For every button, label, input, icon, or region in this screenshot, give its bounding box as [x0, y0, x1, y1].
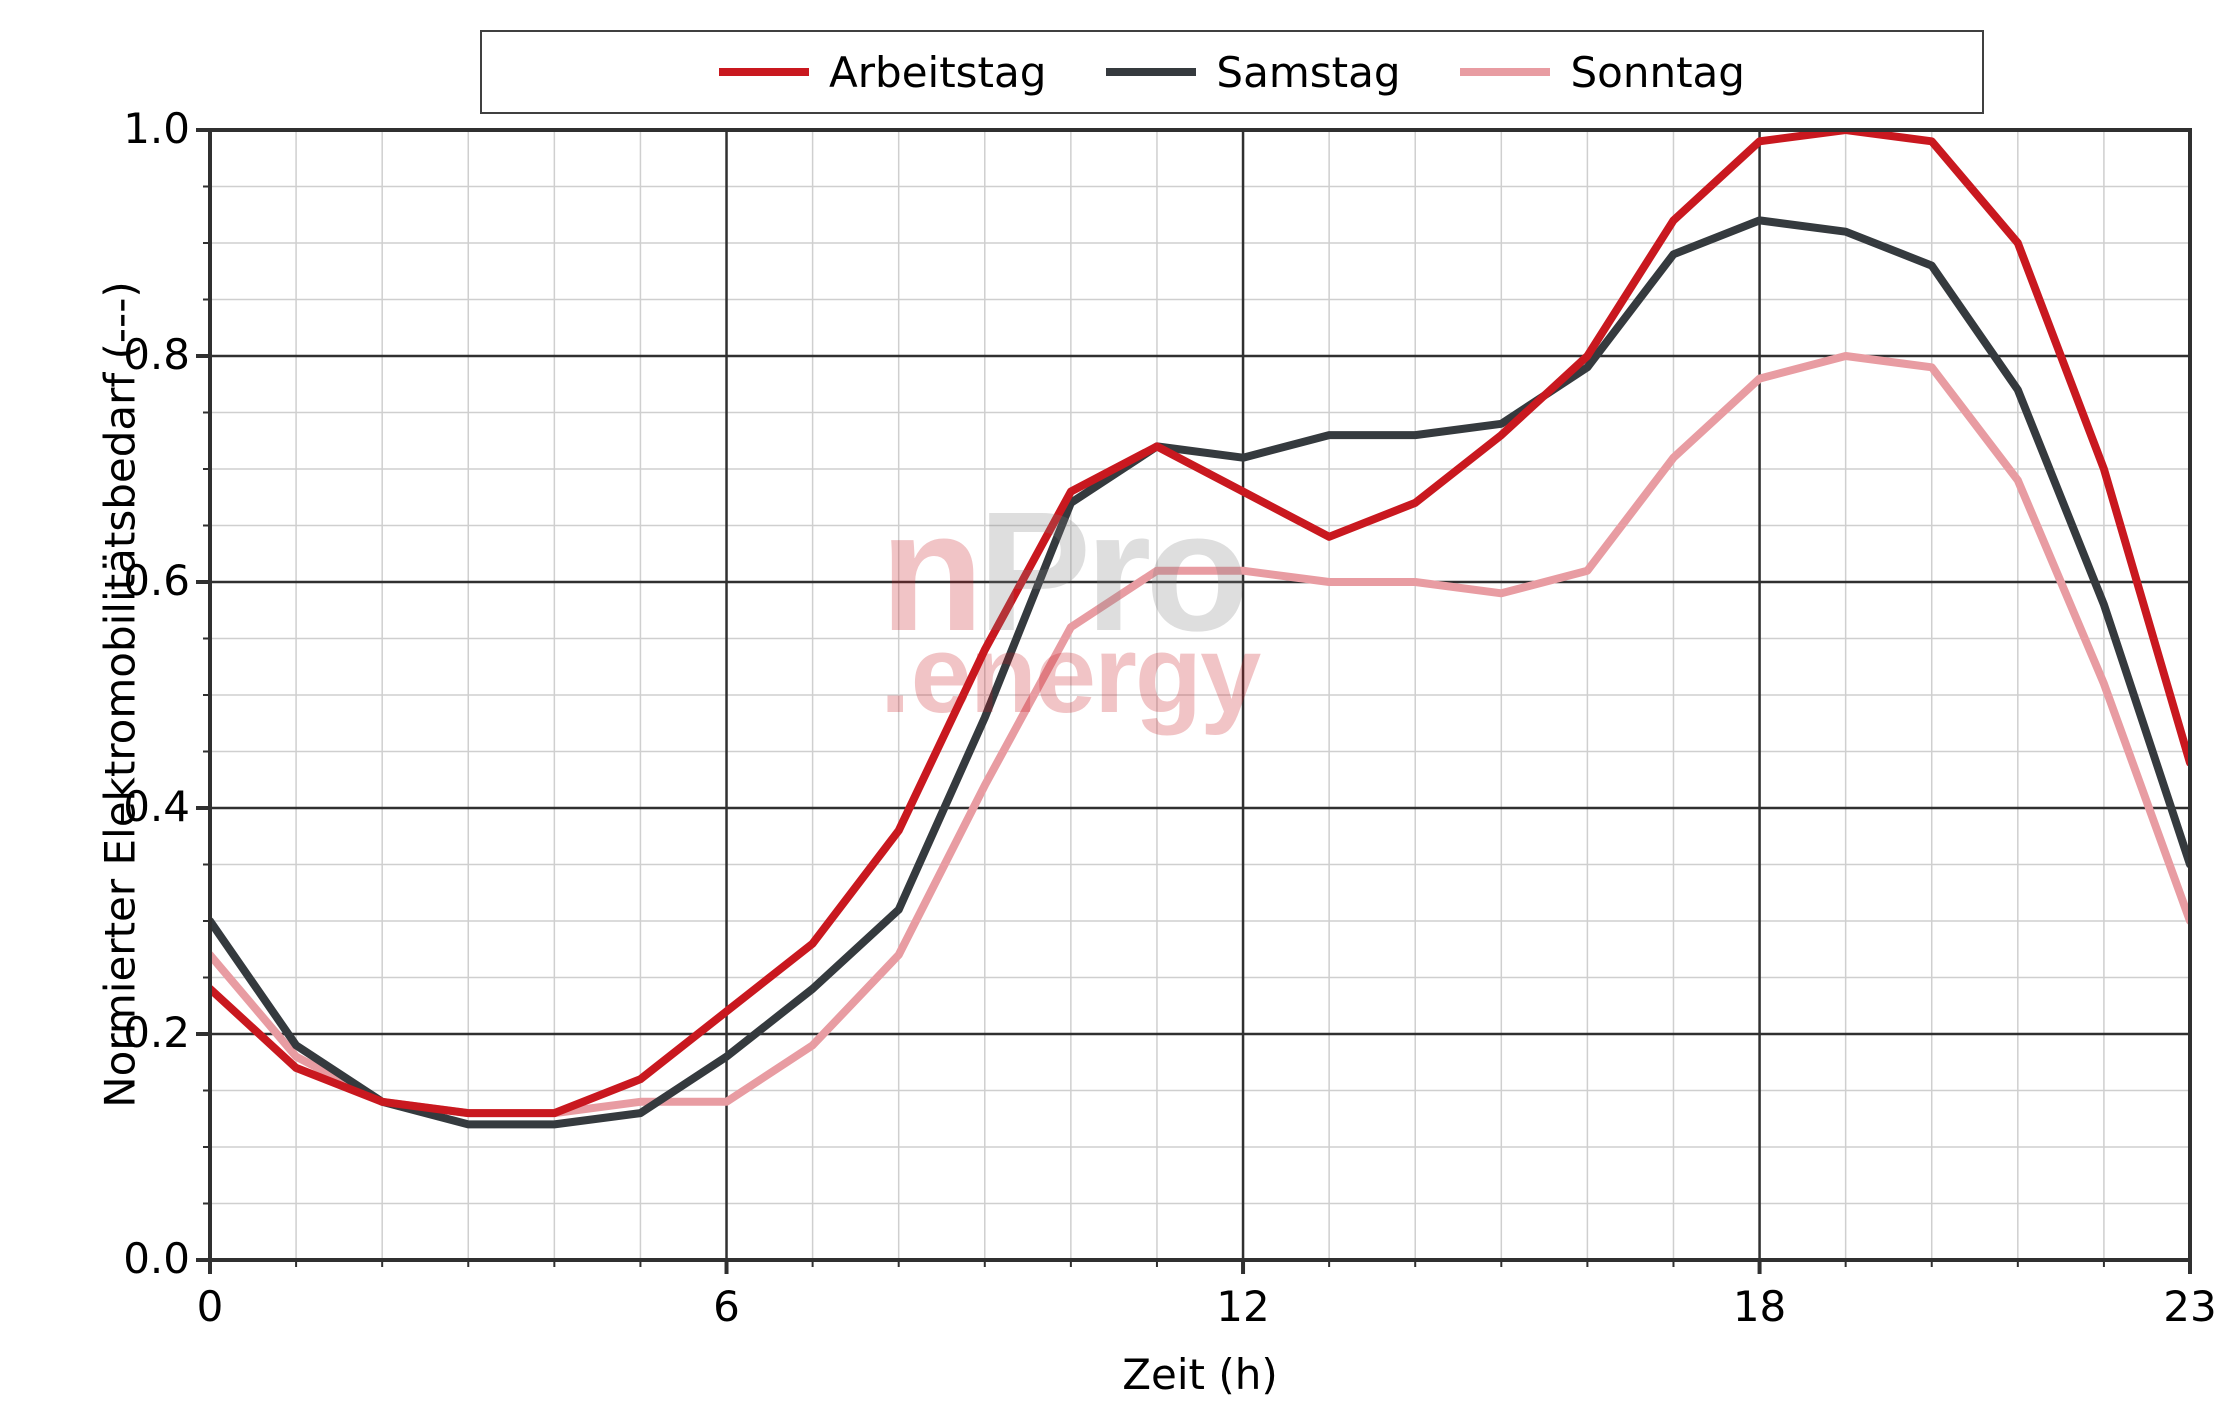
- plot-area: [0, 0, 2215, 1424]
- legend-swatch: [719, 68, 809, 76]
- x-axis-label: Zeit (h): [1100, 1350, 1300, 1399]
- x-tick-label: 6: [687, 1282, 767, 1331]
- legend-item-arbeitstag: Arbeitstag: [719, 48, 1046, 97]
- x-tick-label: 0: [170, 1282, 250, 1331]
- legend-item-samstag: Samstag: [1106, 48, 1400, 97]
- y-tick-label: 0.6: [100, 556, 190, 605]
- legend-label: Samstag: [1216, 48, 1400, 97]
- x-tick-label: 12: [1203, 1282, 1283, 1331]
- legend-label: Arbeitstag: [829, 48, 1046, 97]
- legend-swatch: [1460, 68, 1550, 76]
- legend-label: Sonntag: [1570, 48, 1744, 97]
- y-tick-label: 0.2: [100, 1008, 190, 1057]
- legend-swatch: [1106, 68, 1196, 76]
- y-tick-label: 0.8: [100, 330, 190, 379]
- chart-container: Arbeitstag Samstag Sonntag Normierter El…: [0, 0, 2215, 1424]
- y-tick-label: 0.4: [100, 782, 190, 831]
- x-tick-label: 18: [1720, 1282, 1800, 1331]
- legend-item-sonntag: Sonntag: [1460, 48, 1744, 97]
- x-tick-label: 23: [2150, 1282, 2215, 1331]
- y-tick-label: 1.0: [100, 104, 190, 153]
- legend: Arbeitstag Samstag Sonntag: [480, 30, 1984, 114]
- y-tick-label: 0.0: [100, 1234, 190, 1283]
